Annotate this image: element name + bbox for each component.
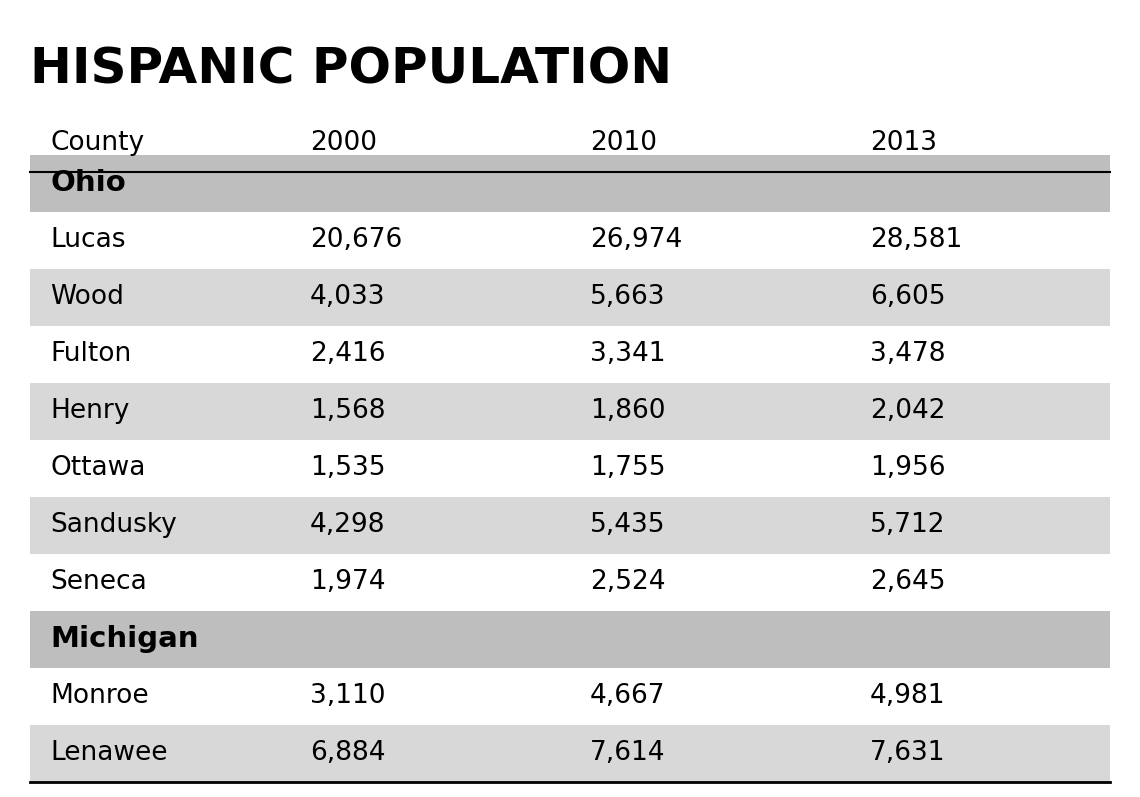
Text: 2,645: 2,645	[870, 569, 945, 595]
Text: 7,631: 7,631	[870, 740, 945, 766]
Text: Michigan: Michigan	[50, 625, 198, 653]
Text: 1,860: 1,860	[591, 398, 666, 424]
Text: 6,884: 6,884	[310, 740, 385, 766]
Text: Henry: Henry	[50, 398, 129, 424]
Text: 20,676: 20,676	[310, 227, 402, 253]
Text: HISPANIC POPULATION: HISPANIC POPULATION	[30, 46, 673, 94]
Text: 26,974: 26,974	[591, 227, 682, 253]
Text: Fulton: Fulton	[50, 341, 131, 367]
Text: 4,981: 4,981	[870, 683, 945, 709]
Text: County: County	[50, 130, 144, 156]
Text: 2,524: 2,524	[591, 569, 666, 595]
Text: 4,667: 4,667	[591, 683, 666, 709]
Text: 4,033: 4,033	[310, 284, 385, 310]
Text: 2013: 2013	[870, 130, 937, 156]
Text: 2,416: 2,416	[310, 341, 385, 367]
Text: Sandusky: Sandusky	[50, 512, 177, 538]
Text: 2010: 2010	[591, 130, 657, 156]
Text: Ohio: Ohio	[50, 169, 125, 197]
Text: 3,341: 3,341	[591, 341, 666, 367]
Text: 2,042: 2,042	[870, 398, 945, 424]
Text: 3,478: 3,478	[870, 341, 945, 367]
Text: 5,663: 5,663	[591, 284, 666, 310]
Text: 2000: 2000	[310, 130, 377, 156]
Text: Lucas: Lucas	[50, 227, 125, 253]
Text: 1,755: 1,755	[591, 455, 666, 481]
Text: Wood: Wood	[50, 284, 124, 310]
Text: 1,974: 1,974	[310, 569, 385, 595]
Text: 28,581: 28,581	[870, 227, 962, 253]
Text: 4,298: 4,298	[310, 512, 385, 538]
Text: Lenawee: Lenawee	[50, 740, 168, 766]
Text: 1,568: 1,568	[310, 398, 385, 424]
Text: 1,956: 1,956	[870, 455, 945, 481]
Text: 5,435: 5,435	[591, 512, 666, 538]
Text: Monroe: Monroe	[50, 683, 148, 709]
Text: 1,535: 1,535	[310, 455, 385, 481]
Text: Seneca: Seneca	[50, 569, 147, 595]
Text: 7,614: 7,614	[591, 740, 666, 766]
Text: Ottawa: Ottawa	[50, 455, 146, 481]
Text: 6,605: 6,605	[870, 284, 945, 310]
Text: 3,110: 3,110	[310, 683, 385, 709]
Text: 5,712: 5,712	[870, 512, 945, 538]
